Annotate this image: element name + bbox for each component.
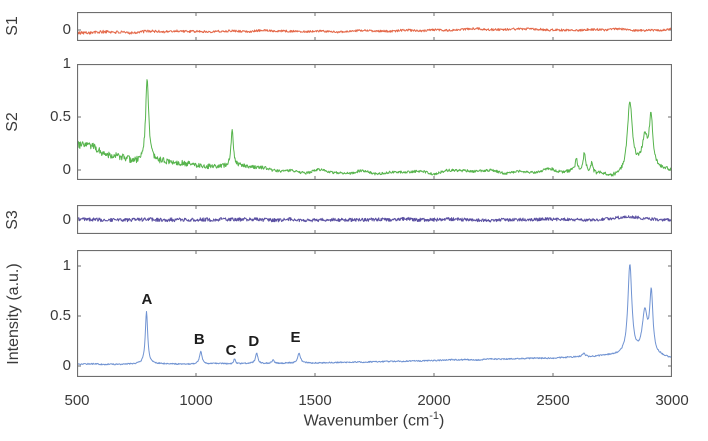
axis-ticks-intensity: [77, 250, 672, 377]
panel-s2: [77, 64, 672, 180]
panel-s3: [77, 205, 672, 234]
y-tick-label-s2-0: 0: [62, 161, 71, 179]
peak-label-E: E: [290, 329, 301, 346]
x-tick-label-2500: 2500: [536, 392, 570, 409]
trace-s3: [77, 215, 672, 223]
trace-intensity: [77, 264, 672, 366]
y-tick-label-s3-0: 0: [62, 210, 71, 228]
x-tick-label-2000: 2000: [417, 392, 451, 409]
plot-area-s3: [77, 205, 672, 234]
x-axis-label-suffix: ): [439, 412, 445, 430]
plot-area-s1: [77, 12, 672, 41]
y-tick-label-s2-0.5: 0.5: [50, 108, 71, 126]
x-tick-label-1000: 1000: [179, 392, 213, 409]
trace-s2: [77, 79, 672, 177]
x-axis-label: Wavenumber (cm-1): [224, 410, 524, 430]
plot-area-intensity: [77, 250, 672, 377]
peak-label-D: D: [248, 333, 260, 350]
x-tick-label-3000: 3000: [655, 392, 689, 409]
y-tick-label-intensity-0.5: 0.5: [50, 307, 71, 324]
x-axis-label-superscript: -1: [429, 410, 440, 422]
panel-intensity: [77, 250, 672, 377]
plot-area-s2: [77, 64, 672, 180]
panel-s1: [77, 12, 672, 41]
x-tick-label-500: 500: [64, 392, 90, 409]
trace-s1: [77, 27, 672, 35]
y-tick-label-intensity-0: 0: [62, 357, 71, 374]
x-tick-label-1500: 1500: [298, 392, 332, 409]
x-axis-label-text: Wavenumber (cm: [303, 412, 430, 430]
peak-label-A: A: [141, 291, 153, 308]
axis-ticks-s1: [77, 12, 672, 41]
y-tick-label-s2-1: 1: [62, 55, 71, 72]
peak-label-C: C: [225, 342, 237, 359]
peak-label-B: B: [193, 331, 205, 348]
y-tick-label-s1-0: 0: [62, 20, 71, 38]
y-axis-label-intensity: Intensity (a.u.): [5, 263, 22, 365]
y-tick-label-intensity-1: 1: [62, 257, 71, 274]
